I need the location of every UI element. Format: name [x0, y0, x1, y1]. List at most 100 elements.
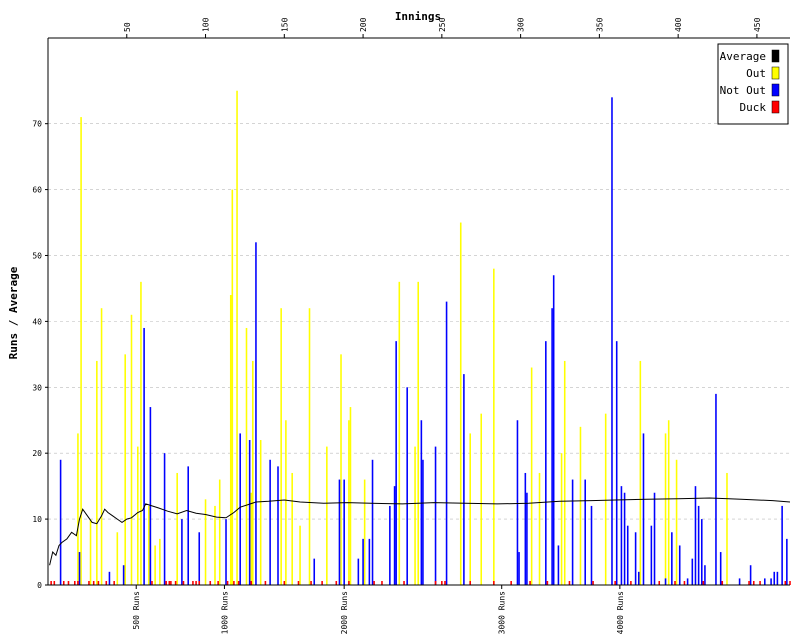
legend-label-duck: Duck: [740, 101, 767, 114]
out-bar: [176, 472, 178, 585]
duck-marker: [348, 581, 350, 585]
not-out-bar: [691, 558, 694, 585]
x-axis-title: Innings: [395, 10, 441, 23]
y-tick-label: 20: [32, 449, 42, 458]
out-bar: [459, 222, 462, 585]
duck-marker: [614, 581, 616, 585]
out-bar: [140, 281, 142, 585]
not-out-bar: [786, 538, 788, 585]
not-out-bar: [122, 565, 125, 585]
out-bar: [116, 532, 119, 585]
out-bar: [604, 413, 607, 585]
y-tick-label: 30: [32, 383, 42, 392]
duck-marker: [264, 581, 267, 585]
not-out-bar: [368, 538, 371, 585]
not-out-bar: [776, 571, 779, 585]
duck-marker: [335, 581, 338, 585]
duck-marker: [444, 581, 446, 585]
not-out-bar: [611, 97, 613, 585]
out-bar: [204, 499, 207, 585]
milestone-label: 4000 Runs: [616, 591, 625, 635]
duck-marker: [174, 581, 177, 585]
duck-marker: [674, 581, 676, 585]
not-out-bar: [650, 525, 653, 585]
not-out-bar: [277, 466, 279, 585]
legend-swatch-average: [771, 49, 780, 63]
average-line: [49, 497, 791, 566]
duck-marker: [403, 581, 405, 585]
out-bar: [77, 433, 79, 585]
out-bars: [77, 90, 728, 585]
duck-marker: [165, 581, 167, 585]
duck-marker: [217, 581, 219, 585]
not-out-bar: [78, 552, 81, 585]
y-axis-title: Runs / Average: [7, 266, 20, 359]
not-out-bar: [615, 341, 618, 585]
legend: Average Out Not Out Duck: [717, 43, 789, 125]
out-bar: [664, 433, 667, 585]
not-out-bar: [773, 571, 776, 585]
not-out-bar: [715, 393, 717, 585]
duck-marker: [592, 581, 594, 585]
not-out-bar: [551, 308, 553, 585]
y-tick-label: 10: [32, 515, 42, 524]
not-out-bar: [248, 440, 251, 585]
duck-marker: [105, 581, 108, 585]
duck-marker: [510, 581, 512, 585]
out-bar: [154, 545, 156, 585]
duck-marker: [529, 581, 531, 585]
out-bar: [340, 354, 342, 585]
not-out-bar: [571, 479, 574, 585]
out-bar: [100, 308, 103, 585]
x-tick-label: 150: [280, 17, 289, 32]
duck-marker: [283, 581, 286, 585]
duck-marker: [62, 581, 65, 585]
out-bar: [675, 459, 678, 585]
not-out-bar: [634, 532, 637, 585]
duck-marker: [50, 581, 52, 585]
not-out-bar: [357, 558, 360, 585]
y-tick-labels: 0 10 20 30 40 50 60 70: [32, 120, 48, 590]
duck-marker: [321, 581, 323, 585]
out-bar: [639, 360, 642, 585]
not-out-bar: [516, 420, 519, 585]
milestone-labels: 500 Runs 1000 Runs 2000 Runs 3000 Runs 4000 …: [132, 585, 625, 634]
legend-swatch-duck: [771, 100, 780, 114]
duck-marker: [759, 581, 761, 585]
out-bar: [414, 446, 416, 585]
out-bar: [299, 525, 301, 585]
not-out-bar: [422, 459, 424, 585]
not-out-bar: [108, 571, 111, 585]
not-out-bar: [393, 486, 396, 585]
out-bar: [493, 268, 495, 585]
legend-label-average: Average: [720, 50, 766, 63]
out-bar: [469, 433, 471, 585]
not-out-bar: [338, 479, 341, 585]
duck-marker: [97, 581, 100, 585]
not-out-bar: [445, 301, 448, 585]
not-out-bar: [694, 486, 697, 585]
out-bar: [236, 90, 238, 585]
not-out-bar: [678, 545, 681, 585]
x-tick-label: 350: [595, 17, 604, 32]
duck-marker: [113, 581, 115, 585]
not-out-bar: [749, 565, 752, 585]
out-bar: [245, 327, 248, 585]
duck-marker: [441, 581, 443, 585]
duck-marker: [195, 581, 197, 585]
not-out-bar: [545, 341, 547, 585]
y-tick-label: 0: [37, 581, 42, 590]
not-out-bar: [362, 538, 364, 585]
out-bar: [530, 367, 533, 585]
duck-marker: [92, 581, 95, 585]
not-out-bar: [697, 505, 700, 585]
out-bar: [480, 413, 483, 585]
not-out-bar: [770, 578, 772, 585]
out-bar: [80, 117, 82, 585]
out-bar: [308, 308, 311, 585]
x-tick-label: 300: [517, 17, 526, 32]
duck-marker: [151, 581, 153, 585]
x-tick-labels: 50 100 150 200 250 300 350 400 450: [123, 17, 762, 38]
milestone-label: 2000 Runs: [340, 591, 349, 635]
out-bar: [159, 538, 161, 585]
